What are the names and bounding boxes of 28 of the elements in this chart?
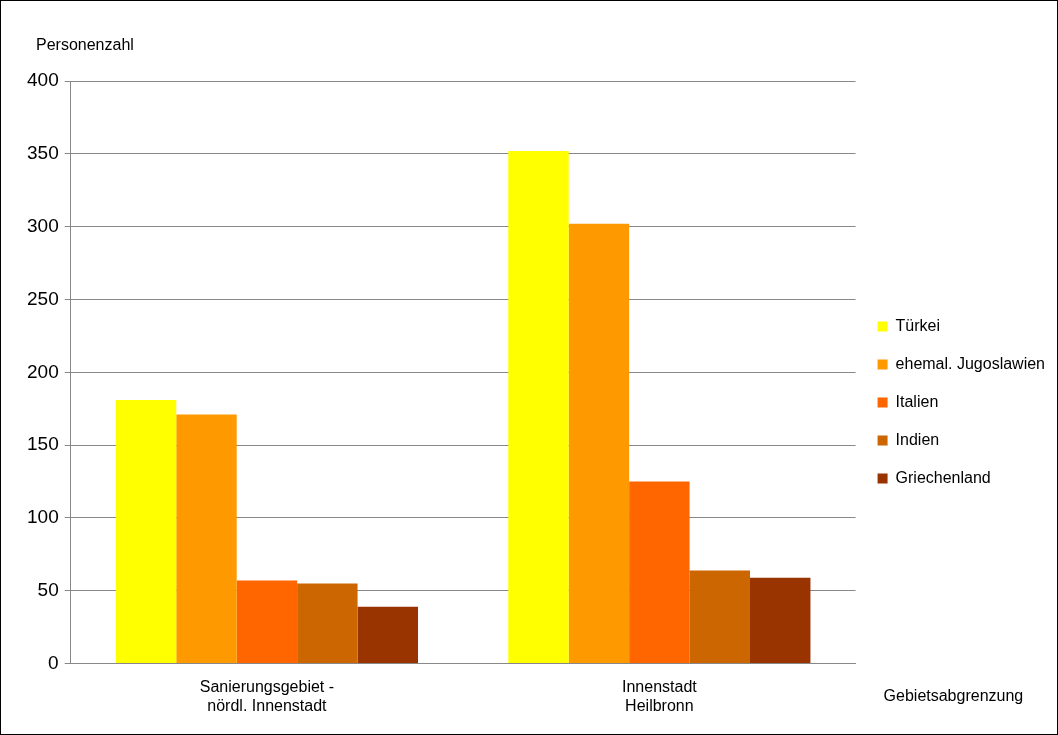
- y-tick-label: 150: [27, 433, 59, 455]
- bar: [115, 399, 177, 664]
- legend-label: Italien: [895, 392, 939, 410]
- bar: [629, 481, 690, 664]
- y-axis-title: Personenzahl: [36, 36, 134, 54]
- y-tick-label: 100: [27, 506, 59, 528]
- bar: [236, 580, 298, 664]
- legend-label: Türkei: [895, 316, 941, 334]
- legend-label: ehemal. Jugoslawien: [895, 354, 1045, 372]
- x-tick-label: Sanierungsgebiet - nördl. Innenstadt: [199, 677, 335, 714]
- bar: [508, 150, 569, 664]
- legend-label: Indien: [895, 430, 940, 448]
- y-tick-label: 200: [27, 360, 59, 382]
- bar: [176, 414, 237, 664]
- bar: [568, 223, 630, 664]
- y-tick-label: 350: [27, 142, 59, 164]
- bar: [689, 570, 751, 664]
- x-tick-label: Innenstadt Heilbronn: [621, 677, 698, 714]
- legend-label: Griechenland: [895, 468, 991, 486]
- y-tick-label: 0: [48, 651, 59, 673]
- bar: [357, 606, 419, 664]
- y-tick-label: 250: [27, 287, 59, 309]
- y-tick-label: 50: [37, 579, 59, 601]
- bar: [297, 583, 358, 664]
- y-tick-label: 300: [27, 214, 59, 236]
- bar: [750, 577, 811, 664]
- x-axis-title: Gebietsabgrenzung: [883, 687, 1024, 705]
- y-tick-label: 400: [27, 69, 59, 91]
